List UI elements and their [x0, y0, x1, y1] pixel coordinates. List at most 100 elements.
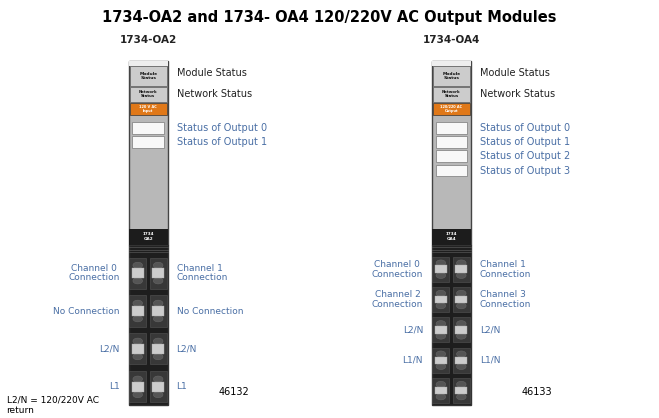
Bar	[132, 306, 144, 316]
Text: Status of Output 1: Status of Output 1	[480, 137, 570, 147]
Bar	[129, 371, 146, 403]
Text: 1734-OA4: 1734-OA4	[422, 35, 480, 45]
Bar	[432, 245, 471, 405]
Bar	[455, 296, 467, 303]
Bar	[432, 61, 471, 245]
Circle shape	[457, 290, 466, 296]
Bar	[433, 87, 470, 102]
Circle shape	[436, 273, 445, 278]
Circle shape	[154, 262, 163, 268]
Bar	[453, 317, 470, 342]
Circle shape	[436, 394, 445, 400]
Text: 120/220 AC
Output: 120/220 AC Output	[440, 105, 463, 113]
Text: L1/N: L1/N	[403, 356, 423, 365]
Text: L2/N = 120/220V AC
return: L2/N = 120/220V AC return	[7, 395, 99, 415]
Text: 46133: 46133	[522, 387, 552, 397]
Bar	[432, 348, 449, 373]
Bar	[453, 287, 470, 312]
Text: 1734-OA2 and 1734- OA4 120/220V AC Output Modules: 1734-OA2 and 1734- OA4 120/220V AC Outpu…	[102, 10, 557, 25]
Circle shape	[457, 260, 466, 266]
Circle shape	[457, 303, 466, 309]
Circle shape	[436, 290, 445, 296]
Circle shape	[457, 321, 466, 327]
Bar	[129, 61, 168, 245]
Bar	[435, 296, 447, 303]
Circle shape	[133, 354, 142, 360]
Text: Status of Output 0: Status of Output 0	[480, 123, 570, 133]
Circle shape	[457, 381, 466, 387]
Text: No Connection: No Connection	[177, 306, 243, 316]
Bar	[432, 229, 471, 245]
Bar	[129, 245, 168, 405]
Bar	[455, 265, 467, 273]
Bar	[433, 66, 470, 86]
Circle shape	[457, 333, 466, 339]
Text: Network
Status: Network Status	[139, 90, 158, 98]
Circle shape	[436, 363, 445, 370]
Text: Channel 0
Connection: Channel 0 Connection	[69, 264, 120, 283]
Circle shape	[154, 300, 163, 306]
Text: Status of Output 1: Status of Output 1	[177, 137, 267, 147]
Circle shape	[436, 321, 445, 327]
Circle shape	[154, 376, 163, 382]
Text: Channel 1
Connection: Channel 1 Connection	[177, 264, 228, 283]
Circle shape	[154, 278, 163, 284]
Circle shape	[133, 316, 142, 322]
Text: L2/N: L2/N	[100, 344, 120, 354]
Bar	[435, 357, 447, 364]
Circle shape	[436, 303, 445, 309]
Bar	[152, 382, 164, 392]
Text: Status of Output 2: Status of Output 2	[480, 151, 570, 161]
Bar	[455, 357, 467, 364]
Bar	[130, 66, 167, 86]
Text: Channel 0
Connection: Channel 0 Connection	[372, 260, 423, 278]
Bar	[150, 257, 167, 288]
Bar	[436, 122, 467, 134]
Text: Channel 3
Connection: Channel 3 Connection	[480, 290, 531, 309]
Bar	[436, 136, 467, 148]
Bar	[436, 165, 467, 176]
Text: No Connection: No Connection	[53, 306, 120, 316]
Circle shape	[133, 376, 142, 382]
Bar	[152, 268, 164, 278]
Circle shape	[436, 381, 445, 387]
Text: Module Status: Module Status	[177, 68, 246, 78]
Circle shape	[133, 338, 142, 344]
Bar	[132, 344, 144, 354]
Text: Module Status: Module Status	[480, 68, 550, 78]
Circle shape	[133, 392, 142, 398]
Bar	[435, 387, 447, 394]
Circle shape	[133, 278, 142, 284]
Circle shape	[133, 300, 142, 306]
Text: Channel 1
Connection: Channel 1 Connection	[480, 260, 531, 278]
Bar	[152, 344, 164, 354]
Text: L2/N: L2/N	[177, 344, 197, 354]
Text: 1734
OA4: 1734 OA4	[445, 232, 457, 241]
Bar	[129, 61, 168, 66]
Bar	[453, 348, 470, 373]
Bar	[129, 257, 146, 288]
Text: 120 V AC
Input: 120 V AC Input	[140, 105, 157, 113]
Bar	[436, 150, 467, 162]
Text: Module
Status: Module Status	[442, 71, 461, 80]
Bar	[132, 122, 164, 134]
Bar	[432, 61, 471, 66]
Text: L2/N: L2/N	[403, 325, 423, 334]
Circle shape	[436, 260, 445, 266]
Circle shape	[133, 262, 142, 268]
Bar	[132, 382, 144, 392]
Bar	[129, 296, 146, 326]
Bar	[455, 387, 467, 394]
Bar	[435, 265, 447, 273]
Bar	[152, 306, 164, 316]
Text: Status of Output 0: Status of Output 0	[177, 123, 267, 133]
Circle shape	[457, 351, 466, 357]
Circle shape	[457, 394, 466, 400]
Bar	[130, 87, 167, 102]
Text: Channel 2
Connection: Channel 2 Connection	[372, 290, 423, 309]
Bar	[455, 326, 467, 334]
Bar	[150, 334, 167, 364]
Text: Network Status: Network Status	[177, 89, 252, 99]
Text: 1734-OA2: 1734-OA2	[120, 35, 177, 45]
Circle shape	[457, 363, 466, 370]
